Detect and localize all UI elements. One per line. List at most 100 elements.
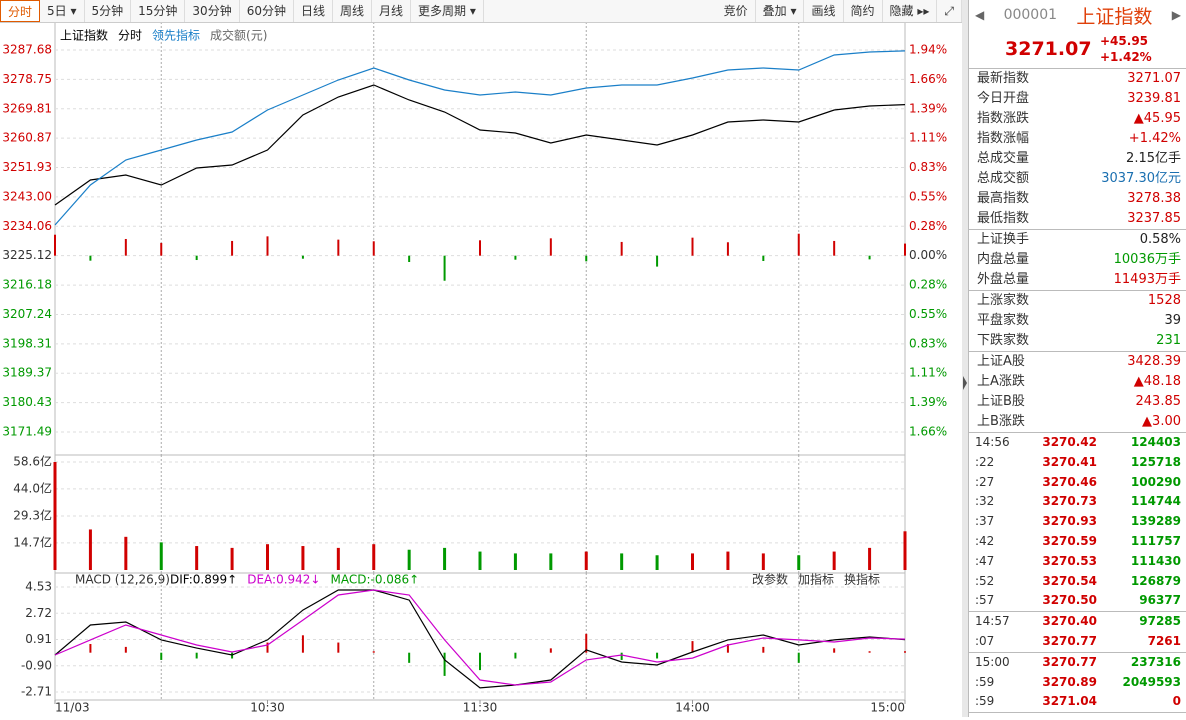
stats-group: 上涨家数 1528 平盘家数 39 下跌家数 231 <box>969 291 1186 352</box>
trade-row: :52 3270.54 126879 <box>969 572 1186 592</box>
toolbar-button[interactable]: 日线 <box>294 0 333 22</box>
trade-price: 3270.42 <box>1042 435 1097 449</box>
stat-row: 总成交额 3037.30亿元 <box>969 169 1186 189</box>
pct-tick-label: 1.66% <box>909 72 947 86</box>
trade-row: :57 3270.50 96377 <box>969 591 1186 611</box>
stat-row: 上证A股 3428.39 <box>969 352 1186 372</box>
y-tick-label: -2.71 <box>21 685 52 699</box>
trade-row: :07 3270.77 7261 <box>969 632 1186 652</box>
panel-frame <box>54 21 906 456</box>
stat-value: ▲45.95 <box>1133 111 1181 126</box>
trade-price: 3270.50 <box>1042 593 1097 608</box>
volume-bar <box>797 555 801 570</box>
stat-label: 最新指数 <box>977 71 1030 86</box>
trade-volume: 237316 <box>1130 654 1181 669</box>
toolbar-button[interactable]: 月线 <box>372 0 412 22</box>
stat-row: 上证换手 0.58% <box>969 230 1186 250</box>
stat-value: ▲3.00 <box>1142 414 1181 429</box>
toolbar-button[interactable]: 60分钟 <box>240 0 294 22</box>
trade-volume: 111430 <box>1130 553 1181 568</box>
trade-time: :27 <box>975 474 995 489</box>
trade-price: 3271.04 <box>1042 694 1097 709</box>
stat-label: 内盘总量 <box>977 252 1030 267</box>
toolbar-button[interactable]: 画线 <box>804 0 844 22</box>
toolbar-button[interactable]: 更多周期 ▾ <box>411 0 484 22</box>
prev-arrow: ◀ <box>975 8 985 22</box>
volume-bar <box>159 542 163 570</box>
stat-row: 下跌家数 231 <box>969 331 1186 351</box>
stat-row: 最低指数 3237.85 <box>969 209 1186 229</box>
trade-volume: 111757 <box>1130 533 1181 548</box>
trade-time: :07 <box>975 633 995 648</box>
stat-label: 总成交额 <box>977 171 1030 186</box>
volume-bar <box>726 551 730 570</box>
volume-bar <box>478 551 482 570</box>
toolbar-button[interactable]: 30分钟 <box>185 0 240 22</box>
toolbar-button[interactable]: 分时 <box>0 0 41 22</box>
stat-value: 39 <box>1164 313 1181 328</box>
stat-label: 最高指数 <box>977 191 1030 206</box>
volume-bar <box>372 544 376 570</box>
pct-tick-label: 0.00% <box>909 248 947 262</box>
stat-value: 2.15亿手 <box>1126 151 1181 166</box>
stat-row: 今日开盘 3239.81 <box>969 89 1186 109</box>
trade-row: :22 3270.41 125718 <box>969 453 1186 473</box>
y-tick-label: 4.53 <box>25 580 52 594</box>
trade-price: 3270.93 <box>1042 514 1097 529</box>
stat-label: 上证A股 <box>977 354 1025 369</box>
x-tick-label: 11/03 <box>55 701 90 715</box>
toolbar-button[interactable]: 隐藏 ▸▸ <box>883 0 938 22</box>
pct-tick-label: 0.55% <box>909 189 947 203</box>
volume-bar <box>513 553 517 570</box>
y-tick-label: 3216.18 <box>2 278 52 292</box>
stat-row: 上涨家数 1528 <box>969 291 1186 311</box>
toolbar-right: 竞价 叠加 ▾ 画线 简约 隐藏 ▸▸ ⤢ <box>717 0 962 22</box>
toolbar-button[interactable]: 15分钟 <box>131 0 186 22</box>
volume-bar <box>832 551 836 570</box>
trade-volume: 100290 <box>1130 474 1181 489</box>
volume-bar <box>266 544 269 570</box>
y-tick-label: 3278.75 <box>2 72 52 86</box>
stock-code: 000001 <box>1003 7 1058 23</box>
indicator-button[interactable]: 换指标 <box>844 572 880 587</box>
stat-row: 总成交量 2.15亿手 <box>969 149 1186 169</box>
toolbar-button[interactable]: 叠加 ▾ <box>756 0 805 22</box>
x-tick-label: 15:00 <box>870 701 905 715</box>
trade-group: 14:57 3270.40 97285:07 3270.77 7261 <box>969 612 1186 653</box>
trade-row: :47 3270.53 111430 <box>969 552 1186 572</box>
toolbar-button[interactable]: 简约 <box>844 0 883 22</box>
trade-price: 3270.77 <box>1042 654 1097 669</box>
stat-row: 最高指数 3278.38 <box>969 189 1186 209</box>
panel-header: 分时 <box>118 29 142 43</box>
indicator-button[interactable]: 改参数 <box>752 572 788 587</box>
stock-name: 上证指数 <box>1076 5 1153 28</box>
x-tick-label: 11:30 <box>463 701 498 715</box>
trade-volume: 124403 <box>1130 435 1181 449</box>
stat-label: 今日开盘 <box>977 91 1030 106</box>
toolbar-button[interactable]: 5日 ▾ <box>40 0 85 22</box>
toolbar-button[interactable]: 周线 <box>333 0 373 22</box>
change: +45.95 <box>1100 34 1149 48</box>
toolbar-button[interactable]: 5分钟 <box>85 0 132 22</box>
stat-value: 1528 <box>1147 293 1181 308</box>
pct-tick-label: 1.66% <box>909 425 947 439</box>
trade-row: 14:57 3270.40 97285 <box>969 612 1186 632</box>
indicator-button[interactable]: 加指标 <box>798 572 834 587</box>
y-tick-label: 29.3亿 <box>13 508 52 523</box>
trade-row: :37 3270.93 139289 <box>969 512 1186 532</box>
toolbar-button[interactable]: ⤢ <box>937 0 962 22</box>
stat-value: 231 <box>1156 333 1181 348</box>
volume-bar <box>620 553 624 570</box>
volume-bar <box>691 553 694 570</box>
pct-tick-label: 0.28% <box>909 278 947 292</box>
stat-label: 外盘总量 <box>977 272 1030 287</box>
y-tick-label: 2.72 <box>25 606 52 620</box>
pct-tick-label: 1.94% <box>909 43 947 57</box>
y-tick-label: 3287.68 <box>2 43 52 57</box>
collapse-strip[interactable] <box>962 0 968 717</box>
trade-price: 3270.73 <box>1042 494 1097 509</box>
stat-label: 指数涨幅 <box>977 131 1030 146</box>
volume-bar <box>195 546 199 570</box>
toolbar-button[interactable]: 竞价 <box>717 0 756 22</box>
y-tick-label: 3207.24 <box>2 307 52 321</box>
